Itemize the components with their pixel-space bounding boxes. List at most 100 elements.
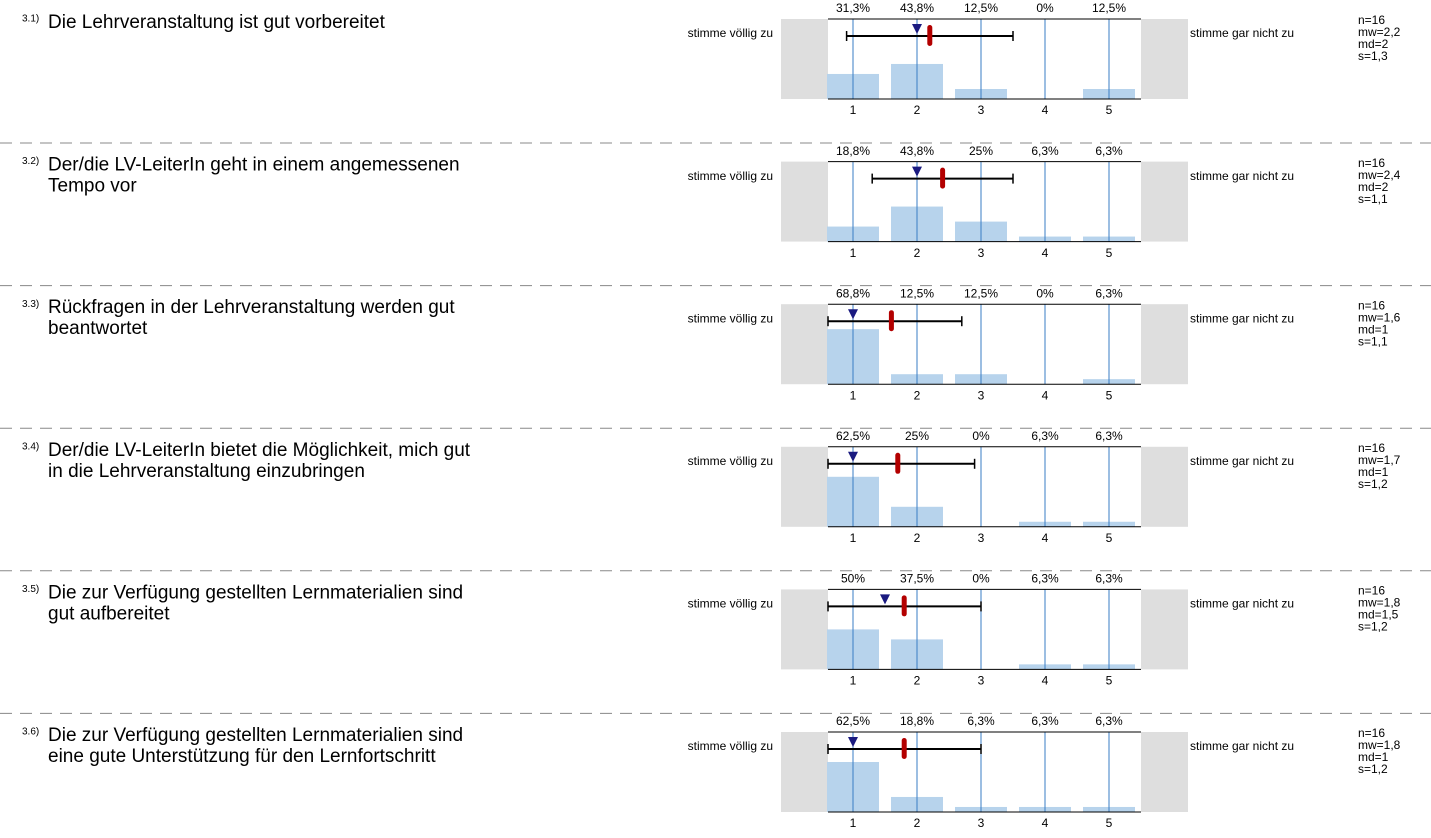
left-label: stimme völlig zu (688, 311, 773, 325)
median-marker (848, 451, 858, 462)
category-label: 5 (1106, 246, 1113, 260)
question-number: 3.6) (22, 727, 39, 738)
stat-n: n=16 (1358, 584, 1385, 598)
gray-box (1141, 19, 1188, 99)
stat-sd: s=1,3 (1358, 49, 1388, 63)
category-label: 5 (1106, 531, 1113, 545)
gray-box (1141, 732, 1188, 812)
gray-box (1141, 161, 1188, 242)
mean-marker (901, 738, 907, 759)
value-label: 18,8% (900, 714, 934, 728)
category-label: 4 (1042, 531, 1049, 545)
mean-marker (888, 310, 894, 332)
question-number: 3.4) (22, 441, 39, 452)
gray-box (781, 304, 828, 385)
value-label: 43,8% (900, 144, 934, 158)
stat-median: md=2 (1358, 180, 1389, 194)
category-label: 3 (978, 816, 985, 830)
stat-median: md=1 (1358, 322, 1389, 336)
left-label: stimme völlig zu (688, 739, 773, 753)
gray-box (781, 19, 828, 99)
median-marker (848, 309, 858, 320)
category-label: 2 (914, 246, 921, 260)
question-text: beantwortet (48, 318, 148, 339)
stat-mean: mw=1,8 (1358, 596, 1401, 610)
gray-box (781, 732, 828, 812)
value-label: 6,3% (1095, 144, 1123, 158)
left-label: stimme völlig zu (688, 597, 773, 611)
value-label: 37,5% (900, 572, 934, 586)
category-label: 4 (1042, 388, 1049, 402)
right-label: stimme gar nicht zu (1190, 739, 1294, 753)
question-number: 3.5) (22, 584, 39, 595)
mean-marker (895, 452, 901, 474)
category-label: 1 (850, 816, 857, 830)
value-label: 50% (841, 572, 865, 586)
value-label: 62,5% (836, 429, 870, 443)
value-label: 68,8% (836, 286, 870, 300)
question-text: in die Lehrveranstaltung einzubringen (48, 461, 365, 482)
stat-sd: s=1,1 (1358, 192, 1388, 206)
gray-box (781, 446, 828, 527)
question-text: Der/die LV-LeiterIn geht in einem angeme… (48, 155, 460, 176)
value-label: 6,3% (1031, 714, 1059, 728)
median-marker (912, 24, 922, 34)
mean-marker (901, 595, 907, 617)
stat-median: md=1 (1358, 750, 1389, 764)
stat-sd: s=1,2 (1358, 620, 1388, 634)
category-label: 1 (850, 103, 857, 117)
left-label: stimme völlig zu (688, 26, 773, 40)
value-label: 12,5% (900, 286, 934, 300)
stat-mean: mw=1,7 (1358, 453, 1401, 467)
category-label: 2 (914, 103, 921, 117)
right-label: stimme gar nicht zu (1190, 311, 1294, 325)
median-marker (880, 594, 890, 605)
value-label: 62,5% (836, 714, 870, 728)
stat-median: md=1 (1358, 465, 1389, 479)
mean-marker (927, 25, 933, 46)
question-text: eine gute Unterstützung für den Lernfort… (48, 746, 436, 767)
value-label: 6,3% (1095, 572, 1123, 586)
category-label: 2 (914, 531, 921, 545)
category-label: 1 (850, 674, 857, 688)
question-text: Tempo vor (48, 176, 137, 197)
stat-sd: s=1,1 (1358, 334, 1388, 348)
gray-box (1141, 589, 1188, 670)
question-number: 3.1) (22, 14, 39, 25)
value-label: 43,8% (900, 1, 934, 15)
value-label: 12,5% (964, 286, 998, 300)
category-label: 2 (914, 816, 921, 830)
gray-box (781, 161, 828, 242)
question-text: Der/die LV-LeiterIn bietet die Möglichke… (48, 440, 471, 461)
question-text: Rückfragen in der Lehrveranstaltung werd… (48, 297, 455, 318)
stat-median: md=2 (1358, 37, 1389, 51)
category-label: 3 (978, 388, 985, 402)
category-label: 1 (850, 531, 857, 545)
question-text: Die zur Verfügung gestellten Lernmateria… (48, 582, 463, 603)
gray-box (781, 589, 828, 670)
right-label: stimme gar nicht zu (1190, 169, 1294, 183)
question-text: gut aufbereitet (48, 603, 170, 624)
median-marker (912, 166, 922, 177)
question-number: 3.2) (22, 156, 39, 167)
category-label: 4 (1042, 246, 1049, 260)
value-label: 6,3% (1095, 429, 1123, 443)
value-label: 0% (972, 429, 990, 443)
stat-n: n=16 (1358, 13, 1385, 27)
category-label: 5 (1106, 388, 1113, 402)
category-label: 5 (1106, 103, 1113, 117)
stat-n: n=16 (1358, 726, 1385, 740)
value-label: 6,3% (1095, 286, 1123, 300)
category-label: 2 (914, 674, 921, 688)
stat-mean: mw=1,8 (1358, 738, 1401, 752)
category-label: 1 (850, 388, 857, 402)
right-label: stimme gar nicht zu (1190, 26, 1294, 40)
stat-mean: mw=2,2 (1358, 25, 1401, 39)
question-number: 3.3) (22, 299, 39, 310)
left-label: stimme völlig zu (688, 169, 773, 183)
mean-marker (940, 167, 946, 189)
value-label: 6,3% (1031, 572, 1059, 586)
median-marker (848, 737, 858, 747)
left-label: stimme völlig zu (688, 454, 773, 468)
value-label: 6,3% (1031, 144, 1059, 158)
